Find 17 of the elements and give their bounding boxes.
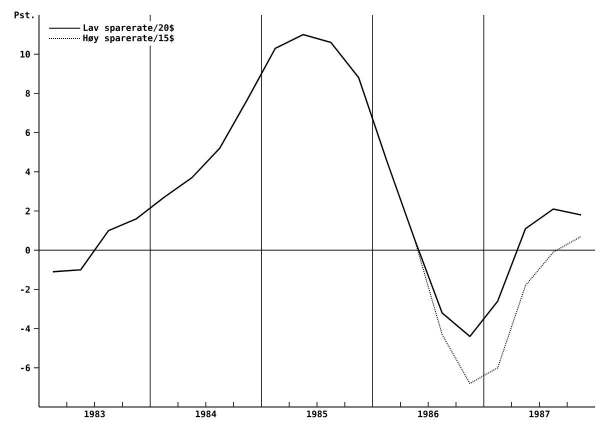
x-tick-label: 1984	[196, 410, 216, 418]
x-tick-label: 1987	[529, 410, 550, 418]
y-tick-label: -2	[21, 286, 30, 293]
y-tick-label: 4	[26, 168, 30, 176]
legend-label: Lav sparerate/20$	[84, 24, 174, 33]
y-tick-label: 2	[26, 208, 30, 214]
x-tick-label: 1985	[307, 410, 328, 418]
y-tick-label: -4	[21, 325, 30, 332]
legend-label: Høy sparerate/15$	[83, 34, 174, 44]
y-tick-label: 6	[26, 129, 30, 136]
x-tick-label: 1983	[84, 410, 105, 418]
y-tick-label: 10	[20, 50, 30, 58]
y-tick-label: -6	[21, 364, 30, 372]
x-tick-label: 1986	[418, 410, 439, 418]
y-axis-title: Pst.	[14, 12, 34, 18]
y-tick-label: 8	[26, 90, 30, 97]
y-tick-label: 0	[26, 246, 30, 254]
